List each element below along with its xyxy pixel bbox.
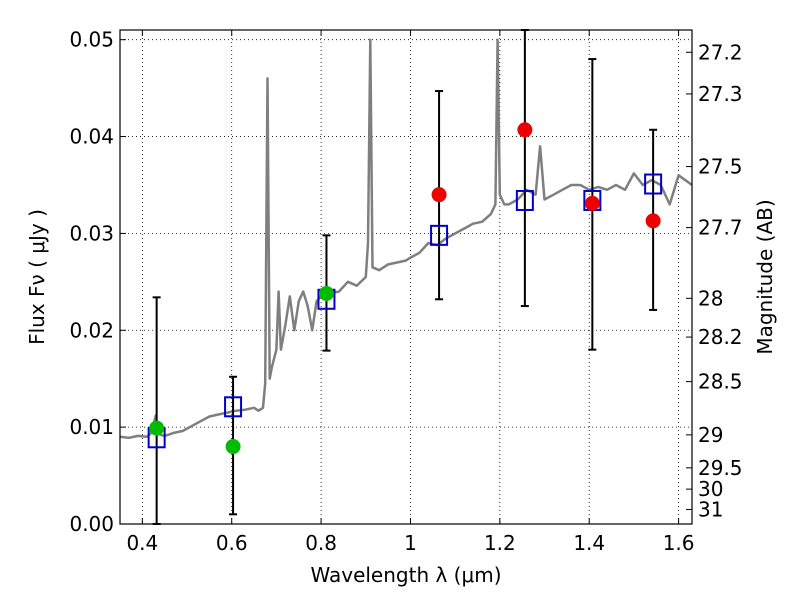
x-tick-label: 1.6 [663, 531, 695, 555]
right-tick-label: 27.2 [698, 40, 743, 64]
right-tick-label: 28 [698, 286, 723, 310]
x-tick-label: 0.4 [126, 531, 158, 555]
circle-marker [584, 195, 600, 211]
square-marker [644, 173, 663, 195]
y-axis-label: Flux Fν ( μJy ) [25, 209, 49, 345]
right-tick-label: 30 [698, 477, 723, 501]
square-marker [515, 189, 534, 211]
y-tick-label: 0.01 [69, 415, 114, 439]
y-tick-label: 0.05 [69, 28, 114, 52]
x-tick-label: 1 [404, 531, 417, 555]
x-axis-label: Wavelength λ (μm) [310, 563, 501, 587]
circle-marker [517, 122, 533, 138]
circle-marker [225, 439, 241, 455]
square-marker [430, 224, 449, 246]
right-tick-label: 27.3 [698, 82, 743, 106]
right-tick-label: 28.5 [698, 370, 743, 394]
plot-frame [119, 29, 693, 525]
right-tick-label: 31 [698, 497, 723, 521]
right-tick-label: 29 [698, 423, 723, 447]
circle-marker [149, 420, 165, 436]
right-axis-label: Magnitude (AB) [753, 199, 777, 354]
y-tick-label: 0.02 [69, 318, 114, 342]
y-tick-label: 0.03 [69, 221, 114, 245]
right-tick-label: 27.7 [698, 216, 743, 240]
x-tick-label: 0.6 [216, 531, 248, 555]
y-tick-label: 0.04 [69, 125, 114, 149]
circle-marker [431, 187, 447, 203]
square-marker [224, 396, 243, 418]
right-tick-label: 27.5 [698, 155, 743, 179]
x-tick-label: 0.8 [305, 531, 337, 555]
x-tick-label: 1.4 [573, 531, 605, 555]
grid [120, 30, 692, 525]
data-markers [147, 122, 663, 455]
spectrum-line [119, 38, 693, 440]
right-tick-label: 29.5 [698, 456, 743, 480]
right-tick-label: 28.2 [698, 325, 743, 349]
circle-marker [318, 285, 334, 301]
x-tick-label: 1.2 [484, 531, 516, 555]
y-tick-label: 0.00 [69, 512, 114, 536]
model-spectrum [119, 38, 693, 440]
axis-ticks: 0.4 0.6 0.8 1 1.2 1.4 1.6 0.00 0.01 0.02 0.03 0.04 0… [69, 28, 742, 555]
circle-marker [645, 213, 661, 229]
